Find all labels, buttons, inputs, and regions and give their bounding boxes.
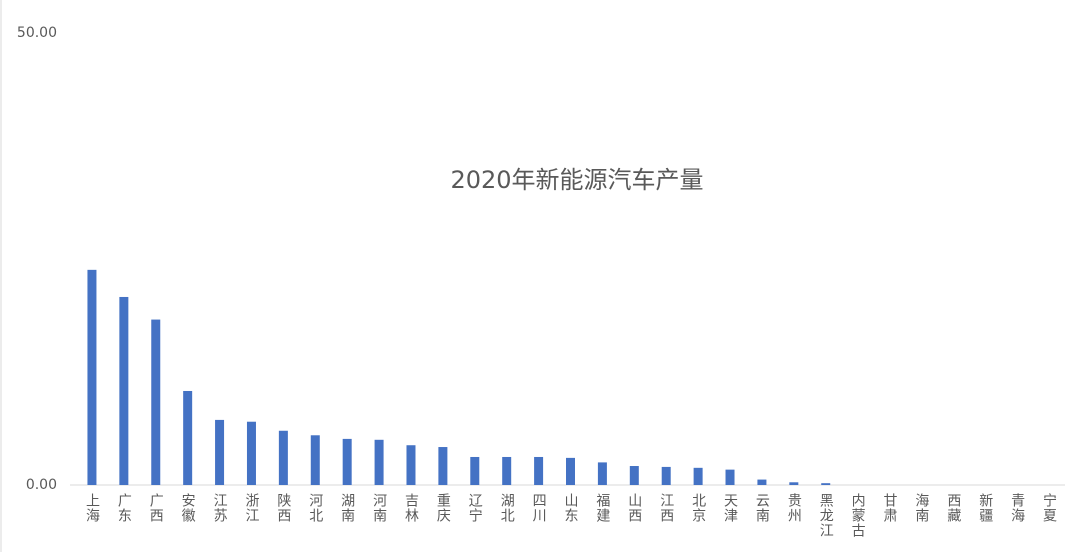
x-tick-label: 广西 bbox=[148, 493, 164, 523]
bar bbox=[374, 439, 384, 485]
x-tick-label: 天津 bbox=[722, 493, 738, 523]
x-tick-label: 黑龙江 bbox=[818, 493, 834, 538]
bar bbox=[183, 390, 193, 485]
bar bbox=[470, 456, 480, 485]
bar bbox=[534, 456, 544, 485]
x-tick-label: 北京 bbox=[690, 493, 706, 523]
x-tick-label: 辽宁 bbox=[467, 493, 483, 523]
bar bbox=[725, 469, 735, 485]
x-tick-label: 安徽 bbox=[180, 493, 196, 523]
x-tick-label: 广东 bbox=[116, 493, 132, 523]
bar bbox=[597, 462, 607, 485]
x-tick-label: 内蒙古 bbox=[850, 493, 866, 538]
x-tick-label: 上海 bbox=[84, 493, 100, 523]
bar bbox=[789, 482, 799, 485]
bar bbox=[342, 438, 352, 485]
x-tick-label: 新疆 bbox=[977, 493, 993, 523]
x-tick-label: 四川 bbox=[531, 493, 547, 523]
bar bbox=[151, 319, 161, 485]
x-tick-label: 江西 bbox=[658, 493, 674, 523]
x-tick-label: 重庆 bbox=[435, 493, 451, 523]
x-tick-label: 山东 bbox=[563, 493, 579, 523]
x-tick-label: 山西 bbox=[626, 493, 642, 523]
bar bbox=[246, 421, 256, 485]
x-tick-label: 湖南 bbox=[339, 493, 355, 523]
y-tick-label: 50.00 bbox=[17, 25, 57, 41]
bar bbox=[566, 457, 575, 485]
x-tick-label: 河北 bbox=[307, 493, 323, 523]
x-tick-label: 宁夏 bbox=[1041, 492, 1057, 523]
x-tick-label: 青海 bbox=[1009, 493, 1025, 523]
bar bbox=[502, 456, 512, 485]
bar bbox=[215, 419, 225, 485]
x-tick-label: 云南 bbox=[754, 493, 770, 523]
bar bbox=[629, 466, 639, 485]
bar bbox=[119, 296, 129, 485]
x-tick-label: 贵州 bbox=[786, 493, 802, 523]
chart-title: 2020年新能源汽车产量 bbox=[450, 166, 703, 194]
x-tick-label: 浙江 bbox=[243, 493, 259, 523]
x-tick-label: 吉林 bbox=[403, 493, 419, 523]
bar bbox=[310, 435, 320, 485]
bar bbox=[438, 447, 448, 485]
bar bbox=[757, 479, 767, 485]
bar bbox=[693, 467, 703, 485]
x-tick-label: 西藏 bbox=[945, 493, 961, 523]
bar bbox=[406, 445, 416, 485]
x-tick-label: 江苏 bbox=[212, 493, 228, 523]
y-tick-label: 0.00 bbox=[26, 477, 57, 493]
x-tick-label: 甘肃 bbox=[882, 493, 898, 523]
x-tick-label: 福建 bbox=[594, 493, 610, 523]
x-tick-label: 湖北 bbox=[499, 493, 515, 523]
x-tick-label: 陕西 bbox=[275, 493, 291, 523]
x-tick-label: 海南 bbox=[913, 493, 929, 523]
bar bbox=[278, 430, 288, 485]
bar bbox=[661, 466, 671, 485]
x-tick-label: 河南 bbox=[371, 493, 387, 523]
bar bbox=[87, 269, 97, 485]
bar bbox=[821, 483, 831, 485]
